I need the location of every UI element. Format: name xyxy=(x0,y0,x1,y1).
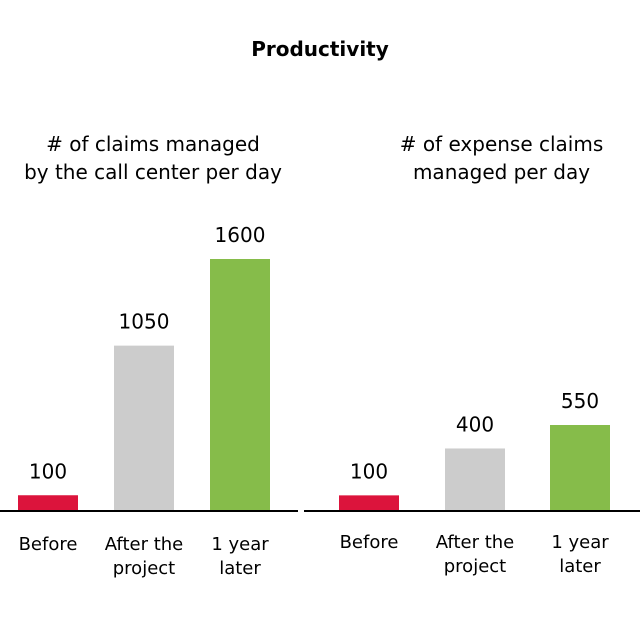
data-label-1-1: 100 xyxy=(29,459,67,483)
data-label-2-3: 550 xyxy=(561,389,599,413)
bar-1-2 xyxy=(114,345,174,511)
panel-title-claims: # of claims managed by the call center p… xyxy=(24,132,282,184)
bar-2-3 xyxy=(550,425,610,511)
category-label-2-2: After the project xyxy=(436,532,515,577)
chart-title: Productivity xyxy=(251,37,389,61)
bar-1-1 xyxy=(18,495,78,511)
category-label-2-1: Before xyxy=(340,532,399,553)
data-label-1-3: 1600 xyxy=(215,223,266,247)
panel-title-expense-claims: # of expense claims managed per day xyxy=(399,132,604,184)
data-label-2-1: 100 xyxy=(350,459,388,483)
category-label-1-3: 1 year later xyxy=(211,534,269,579)
bar-1-3 xyxy=(210,259,270,511)
bar-2-2 xyxy=(445,448,505,511)
category-label-1-2: After the project xyxy=(105,534,184,579)
category-label-2-3: 1 year later xyxy=(551,532,609,577)
category-label-1-1: Before xyxy=(19,534,78,555)
bar-2-1 xyxy=(339,495,399,511)
data-label-1-2: 1050 xyxy=(119,310,170,334)
data-label-2-2: 400 xyxy=(456,412,494,436)
